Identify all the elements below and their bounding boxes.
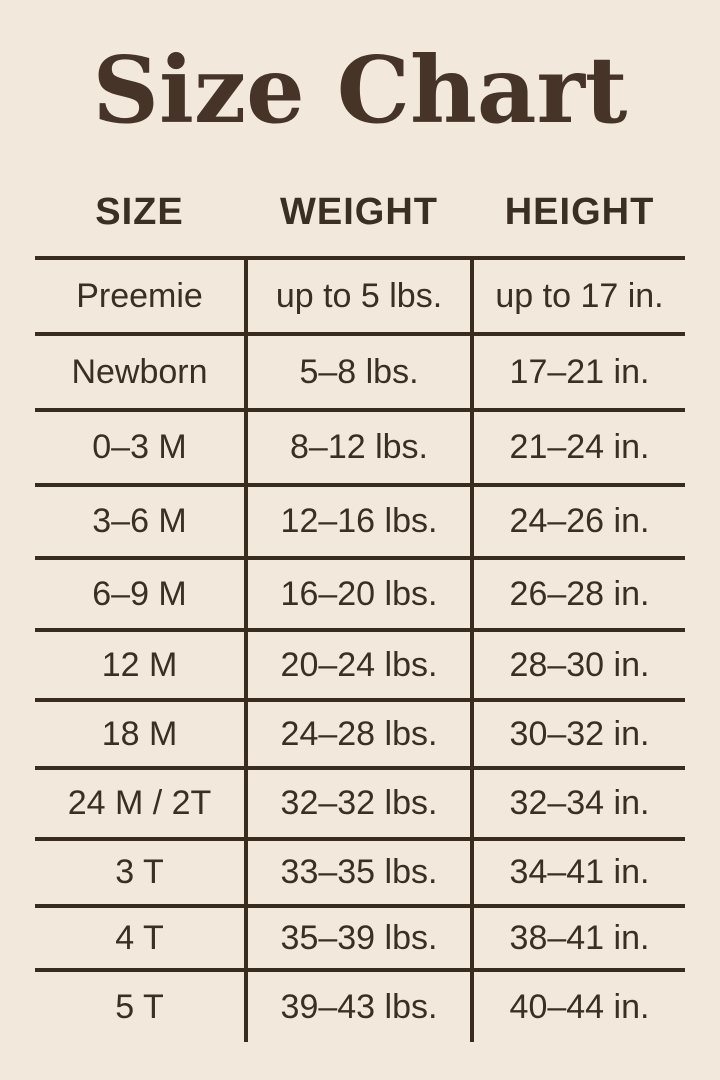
weight-cell: 39–43 lbs. xyxy=(244,972,474,1042)
height-cell: 21–24 in. xyxy=(509,428,650,466)
weight-cell: up to 5 lbs. xyxy=(244,260,474,332)
weight-cell: 32–32 lbs. xyxy=(244,770,474,837)
height-cell: 28–30 in. xyxy=(509,645,650,684)
weight-cell: 24–28 lbs. xyxy=(244,702,474,766)
weight-cell: 8–12 lbs. xyxy=(244,412,474,483)
weight-cell: 20–24 lbs. xyxy=(244,632,474,698)
size-cell: Preemie xyxy=(76,276,203,315)
table-row: 3–6 M 12–16 lbs. 24–26 in. xyxy=(35,487,685,560)
size-cell: 6–9 M xyxy=(92,574,187,613)
height-cell: 17–21 in. xyxy=(509,352,650,391)
weight-cell: 12–16 lbs. xyxy=(244,487,474,556)
table-header-row: SIZE WEIGHT HEIGHT xyxy=(35,188,685,236)
height-cell: 24–26 in. xyxy=(509,502,650,540)
weight-cell: 16–20 lbs. xyxy=(244,560,474,628)
weight-cell: 5–8 lbs. xyxy=(244,336,474,408)
weight-cell: 35–39 lbs. xyxy=(244,908,474,968)
size-cell: Newborn xyxy=(71,352,208,391)
table-row: 6–9 M 16–20 lbs. 26–28 in. xyxy=(35,560,685,632)
size-cell: 5 T xyxy=(115,987,164,1026)
height-cell: up to 17 in. xyxy=(495,276,664,315)
size-cell: 18 M xyxy=(101,714,178,753)
height-cell: 40–44 in. xyxy=(509,987,650,1026)
size-cell: 24 M / 2T xyxy=(67,784,212,822)
size-cell: 0–3 M xyxy=(92,428,187,466)
table-row: 18 M 24–28 lbs. 30–32 in. xyxy=(35,702,685,770)
size-cell: 3 T xyxy=(115,853,164,891)
height-cell: 26–28 in. xyxy=(509,574,650,613)
table-row: 24 M / 2T 32–32 lbs. 32–34 in. xyxy=(35,770,685,841)
height-cell: 34–41 in. xyxy=(509,853,650,891)
table-row: 0–3 M 8–12 lbs. 21–24 in. xyxy=(35,412,685,487)
table-row: Preemie up to 5 lbs. up to 17 in. xyxy=(35,260,685,336)
table-row: 12 M 20–24 lbs. 28–30 in. xyxy=(35,632,685,702)
page-title: Size Chart xyxy=(92,36,628,144)
weight-cell: 33–35 lbs. xyxy=(244,841,474,904)
column-header-weight: WEIGHT xyxy=(280,190,438,233)
size-cell: 4 T xyxy=(115,918,164,957)
table-row: 5 T 39–43 lbs. 40–44 in. xyxy=(35,972,685,1042)
table-row: Newborn 5–8 lbs. 17–21 in. xyxy=(35,336,685,412)
height-cell: 30–32 in. xyxy=(509,714,650,753)
height-cell: 32–34 in. xyxy=(509,784,650,822)
column-header-height: HEIGHT xyxy=(504,190,655,233)
height-cell: 38–41 in. xyxy=(509,918,650,957)
size-cell: 3–6 M xyxy=(92,502,187,540)
column-header-size: SIZE xyxy=(95,190,184,233)
table-row: 4 T 35–39 lbs. 38–41 in. xyxy=(35,908,685,972)
table-row: 3 T 33–35 lbs. 34–41 in. xyxy=(35,841,685,908)
size-cell: 12 M xyxy=(101,645,178,684)
size-chart-table: Preemie up to 5 lbs. up to 17 in. Newborn 5–… xyxy=(35,256,685,1042)
